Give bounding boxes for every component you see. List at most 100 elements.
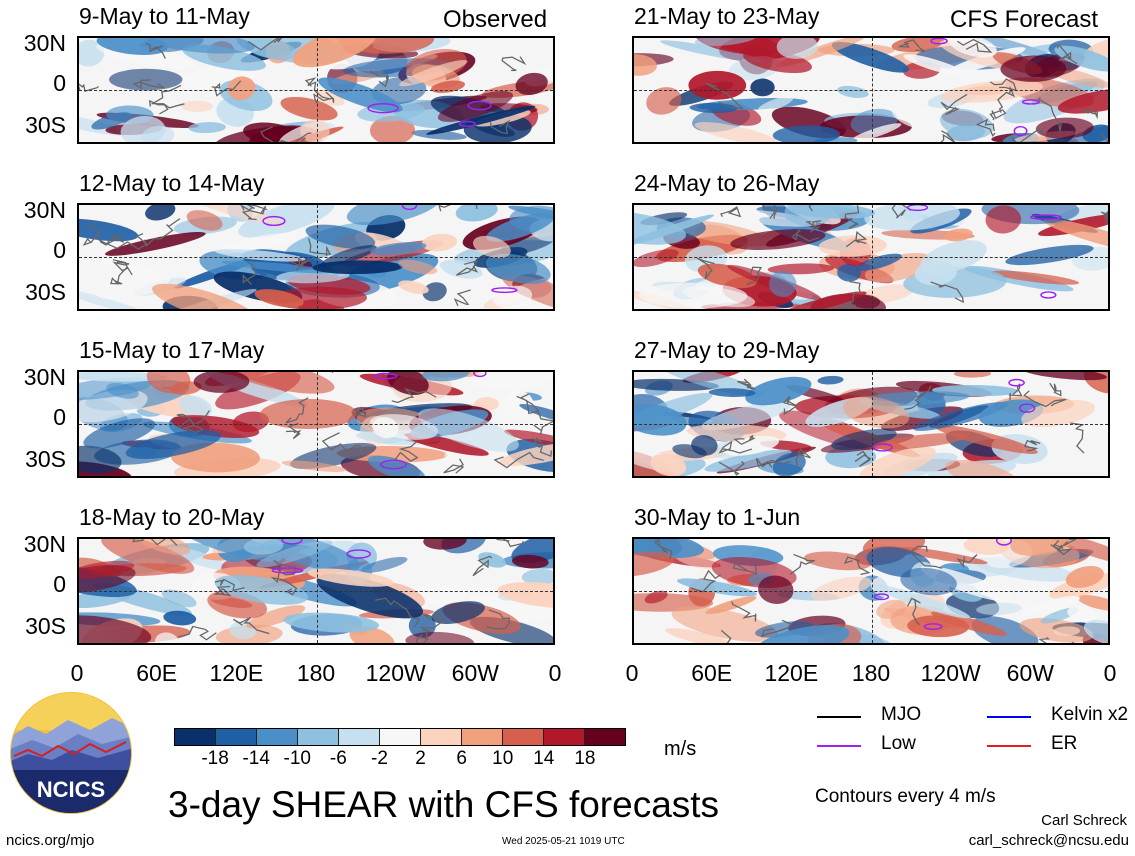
coastline <box>1023 439 1041 452</box>
coastline <box>746 266 763 286</box>
coastline <box>847 280 862 305</box>
coastline <box>705 82 745 110</box>
main-title: 3-day SHEAR with CFS forecasts <box>168 784 720 825</box>
shear-blob <box>83 418 156 449</box>
shear-blob <box>181 100 213 112</box>
coastline <box>789 553 815 575</box>
coastline <box>420 613 443 633</box>
x-tick-label: 0 <box>548 660 562 686</box>
shear-blob <box>776 38 818 59</box>
panel-title: 27-May to 29-May <box>634 337 820 363</box>
shear-map-panel <box>632 537 1110 645</box>
shear-blob <box>313 90 345 106</box>
coastline <box>391 387 437 404</box>
shear-blob <box>784 205 832 227</box>
colorbar-tick-label: 14 <box>533 748 555 769</box>
equator-line <box>634 257 1108 258</box>
shear-blob <box>783 291 867 309</box>
y-tick-label: 30S <box>25 112 66 138</box>
logo-text: NCICS <box>37 777 105 802</box>
coastline <box>260 126 306 142</box>
coastline <box>178 418 205 434</box>
coastline <box>1070 422 1085 454</box>
x-tick-label: 0 <box>625 660 639 686</box>
coastline <box>496 539 524 548</box>
shear-blob <box>1083 619 1108 643</box>
shear-blob <box>437 91 513 122</box>
shear-blob <box>321 245 377 267</box>
low-contour <box>262 215 286 227</box>
shear-blob <box>688 70 747 100</box>
shear-blob <box>224 372 335 394</box>
legend-line <box>987 745 1031 747</box>
site-link[interactable]: ncics.org/mjo <box>6 832 95 849</box>
shear-blob <box>485 253 551 284</box>
shear-blob <box>920 240 987 274</box>
dateline <box>872 539 873 643</box>
author-email[interactable]: carl_schreck@ncsu.edu <box>968 832 1129 849</box>
shear-blob <box>214 575 308 605</box>
coastline <box>795 447 811 466</box>
shear-blob <box>152 283 258 309</box>
coastline <box>940 130 956 142</box>
coastline <box>792 229 820 242</box>
shear-blob <box>421 233 458 252</box>
shear-blob <box>215 232 299 254</box>
low-contour <box>1030 214 1062 220</box>
low-contour <box>1018 403 1036 413</box>
low-contour <box>373 372 398 380</box>
shear-blob <box>369 115 415 142</box>
colorbar-unit: m/s <box>664 738 697 760</box>
shear-blob <box>900 567 957 596</box>
colorbar-swatch <box>585 729 625 745</box>
shear-blob <box>502 274 553 309</box>
colorbar-swatch <box>298 729 339 745</box>
shear-blob <box>757 96 794 112</box>
coastline <box>501 56 527 72</box>
colorbar-tick-label: -2 <box>371 748 388 769</box>
coastline <box>247 38 283 51</box>
coastline <box>290 257 310 271</box>
low-contour <box>271 567 304 574</box>
shear-blob <box>387 372 429 396</box>
coastline <box>898 39 926 53</box>
x-tick-label: 0 <box>1103 660 1117 686</box>
low-contour <box>1040 291 1057 299</box>
coastline <box>733 434 756 446</box>
shear-blob <box>215 249 306 262</box>
shear-map-panel <box>632 203 1110 311</box>
shear-blob <box>701 401 791 431</box>
shear-blob <box>243 539 284 555</box>
coastline <box>150 84 182 115</box>
shear-blob <box>1021 399 1096 428</box>
x-tick-label: 120E <box>209 660 264 686</box>
y-tick-label: 30S <box>25 613 66 639</box>
shear-blob <box>864 252 933 283</box>
coastline <box>989 109 1007 121</box>
coastline <box>755 457 792 468</box>
colorbar-tick-label: 2 <box>415 748 426 769</box>
shear-blob <box>497 582 553 609</box>
shear-blob <box>831 428 897 451</box>
shear-blob <box>671 606 779 642</box>
shear-blob <box>931 611 1007 636</box>
shear-blob <box>503 429 553 450</box>
coastline <box>891 205 912 219</box>
coastline <box>737 378 756 390</box>
shear-blob <box>300 119 330 142</box>
shear-blob <box>842 396 910 429</box>
shear-field <box>79 372 553 476</box>
coastline <box>904 385 932 410</box>
colorbar-tick-label: 6 <box>456 748 467 769</box>
shear-blob <box>79 111 127 136</box>
low-contour <box>923 623 943 630</box>
coastline <box>232 617 270 635</box>
shear-blob <box>745 376 812 406</box>
shear-blob <box>411 584 467 605</box>
equator-line <box>79 257 553 258</box>
shear-field <box>79 38 553 142</box>
forecast-label: CFS Forecast <box>950 6 1099 33</box>
coastline <box>720 629 732 643</box>
equator-line <box>634 90 1108 91</box>
y-tick-label: 30N <box>23 531 66 557</box>
